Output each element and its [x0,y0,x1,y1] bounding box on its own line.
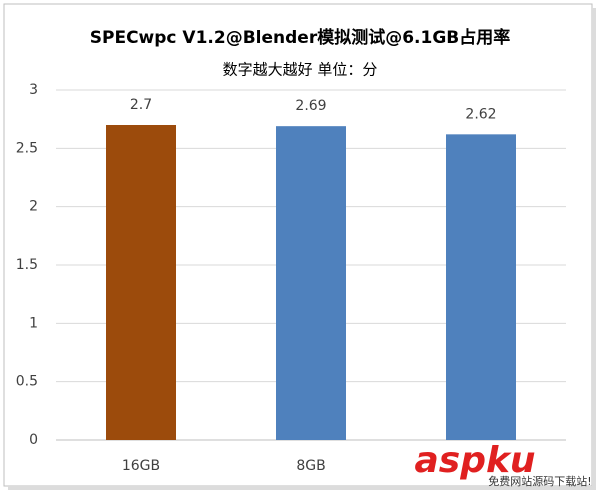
frame-shadow [592,8,596,490]
y-tick-label: 3 [29,82,38,98]
data-label: 2.7 [130,97,152,113]
chart-title: SPECwpc V1.2@Blender模拟测试@6.1GB占用率 [90,27,510,48]
x-tick-label: 16GB [122,458,160,474]
y-tick-label: 1 [29,315,38,331]
data-label: 2.62 [465,106,496,122]
data-label: 2.69 [295,98,326,114]
y-tick-label: 1.5 [16,257,38,273]
y-tick-label: 0.5 [16,374,38,390]
y-tick-label: 2 [29,199,38,215]
watermark: aspku [414,440,535,481]
chart-subtitle: 数字越大越好 单位：分 [223,61,378,79]
bar [106,125,176,440]
watermark-subtext: 免费网站源码下载站! [488,474,591,488]
y-tick-label: 2.5 [16,140,38,156]
x-tick-label: 8GB [296,458,325,474]
y-tick-label: 0 [29,432,38,448]
bar [276,126,346,441]
bar [446,134,516,441]
frame-shadow [8,486,596,490]
